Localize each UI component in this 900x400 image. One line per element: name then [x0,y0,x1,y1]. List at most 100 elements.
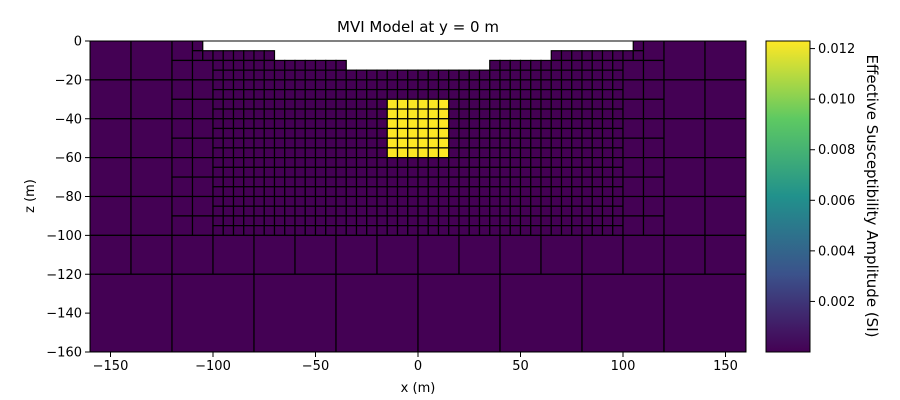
mesh-cell [345,127,358,139]
mesh-cell [376,205,388,217]
mesh-cell [458,225,470,236]
mesh-cell [90,195,132,236]
mesh-cell [458,186,470,198]
anomaly-cell [396,98,409,110]
mesh-cell [478,98,491,110]
mesh-cell [530,59,542,71]
mesh-cell [222,98,235,110]
mesh-cell [417,79,429,91]
mesh-cell [355,118,368,130]
mesh-cell [530,176,542,188]
anomaly-cell [396,147,409,159]
mesh-cell [396,186,409,198]
mesh-cell [243,50,255,62]
mesh-cell [202,50,214,62]
mesh-cell [294,79,306,91]
mesh-cell [591,50,604,62]
x-tick-label: 150 [713,359,738,374]
mesh-cell [253,176,265,188]
mesh-cell [540,225,552,236]
mesh-cell [540,118,552,130]
mesh-cell [376,166,388,178]
mesh-cell [243,88,255,100]
mesh-cell [273,147,286,159]
mesh-cell [601,195,614,207]
y-tick-label: −80 [55,190,82,205]
mesh-cell [335,137,347,149]
mesh-cell [232,69,245,81]
mesh-cell [232,88,245,100]
mesh-cell [345,108,358,120]
mesh-cell [560,137,573,149]
mesh-cell [468,195,481,207]
anomaly-cell [386,147,399,159]
mesh-cell [448,186,460,198]
mesh-cell [263,137,276,149]
mesh-cell [345,79,358,91]
mesh-cell [345,88,358,100]
mesh-cell [222,147,235,159]
mesh-cell [468,166,481,178]
mesh-cell [530,88,542,100]
mesh-cell [458,69,470,81]
mesh-cell [273,59,286,71]
mesh-cell [612,205,624,217]
mesh-cell [263,147,276,159]
mesh-cell [448,118,460,130]
mesh-cell [171,273,255,352]
mesh-cell [489,69,501,81]
mesh-cell [519,69,532,81]
mesh-cell [243,108,255,120]
mesh-cell [560,108,573,120]
mesh-cell [612,166,624,178]
mesh-cell [417,186,429,198]
mesh-cell [294,88,306,100]
mesh-cell [612,88,624,100]
colorbar-tick-label: 0.006 [818,194,855,209]
mesh-cell [273,118,286,130]
mesh-cell [437,88,450,100]
mesh-cell [417,195,429,207]
mesh-cell [232,108,245,120]
mesh-cell [499,88,511,100]
mesh-cell [540,166,552,178]
mesh-cell [273,225,286,236]
mesh-cell [550,88,563,100]
mesh-cell [325,215,337,227]
mesh-cell [509,69,522,81]
mesh-cell [304,205,317,217]
mesh-cell [489,79,501,91]
mesh-cell [530,98,542,110]
mesh-cell [519,195,532,207]
mesh-cell [335,215,347,227]
mesh-cell [130,195,173,236]
mesh-cell [253,79,265,91]
mesh-cell [540,215,552,227]
mesh-cell [571,50,583,62]
mesh-cell [448,98,460,110]
mesh-cell [540,127,552,139]
mesh-cell [478,137,491,149]
mesh-cell [232,176,245,188]
mesh-cell [253,50,265,62]
mesh-cell [304,118,317,130]
x-tick-label: 100 [611,359,636,374]
mesh-cell [560,88,573,100]
mesh-cell [571,98,583,110]
anomaly-cell [407,118,419,130]
y-axis-label: z (m) [23,179,38,213]
mesh-cell [335,176,347,188]
mesh-cell [273,127,286,139]
mesh-cell [437,176,450,188]
mesh-cell [355,147,368,159]
mesh-cell [345,166,358,178]
mesh-cell [499,215,511,227]
mesh-cell [314,166,327,178]
mesh-cell [253,147,265,159]
anomaly-cell [417,118,429,130]
mesh-cell [232,147,245,159]
mesh-cell [478,127,491,139]
mesh-cell [468,127,481,139]
mesh-cell [366,118,378,130]
mesh-cell [386,195,399,207]
